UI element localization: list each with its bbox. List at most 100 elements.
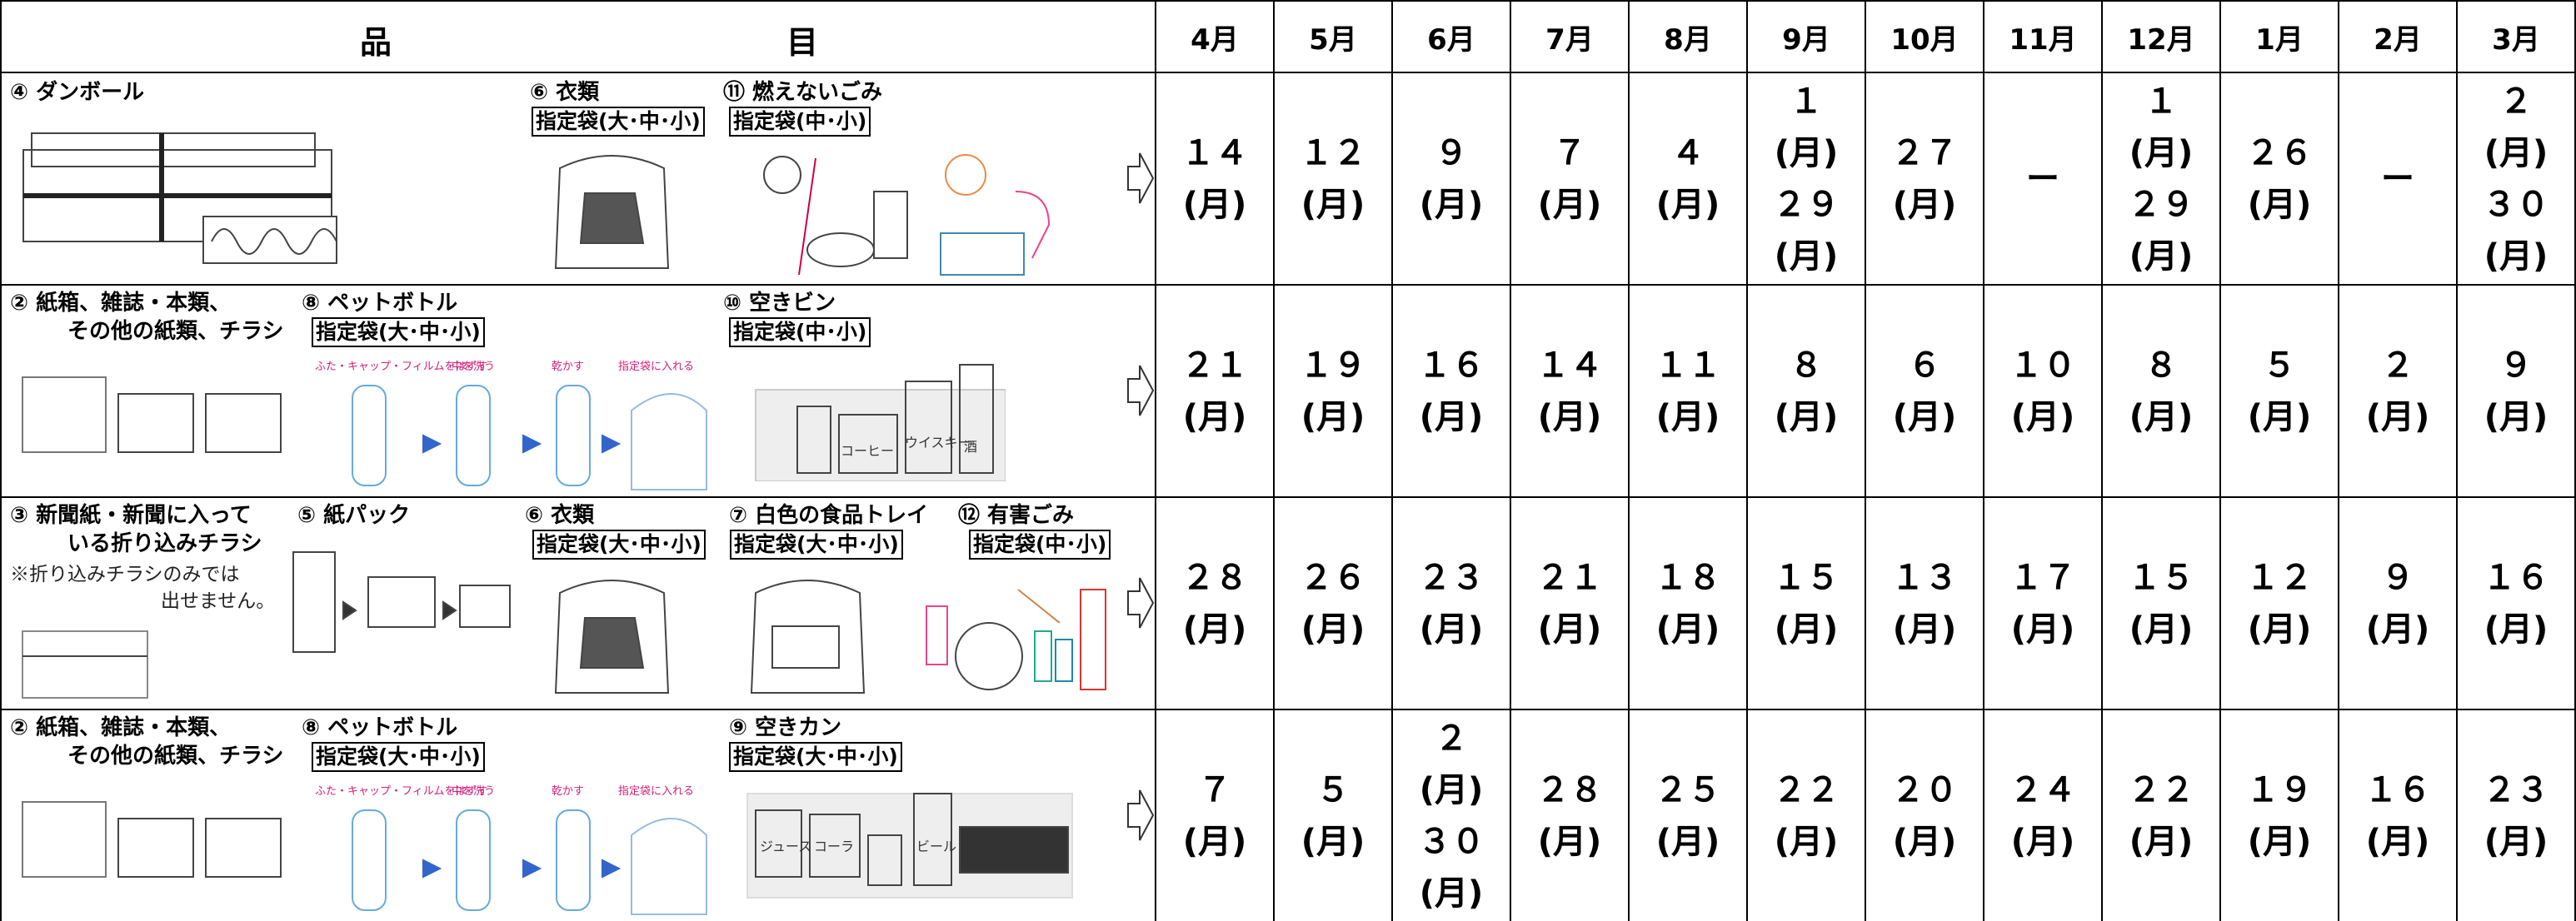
date-cell: １５ (月) xyxy=(2103,498,2219,709)
item-cell: ② 紙箱、雑誌・本類、 その他の紙類、チラシ ⑧ ペットボトル 指定袋(大･中･… xyxy=(2,710,1155,921)
arrow-shape xyxy=(1127,577,1155,629)
date-cell: １５ (月) xyxy=(1748,498,1865,709)
date-cell: ２ (月) xyxy=(2339,286,2456,496)
item-label: ② 紙箱、雑誌・本類、 xyxy=(10,291,232,316)
date-text: (月) xyxy=(1774,133,1839,172)
date-text: (月) xyxy=(1182,185,1247,224)
date-text: ５ xyxy=(2263,346,2296,385)
date-text: (月) xyxy=(1419,770,1484,809)
item-label: その他の紙類、チラシ xyxy=(67,744,284,769)
date-text: (月) xyxy=(2247,822,2312,861)
step-label: 中を洗う xyxy=(452,361,496,373)
item-label: その他の紙類、チラシ xyxy=(67,319,284,344)
bag-label: 指定袋(大･中･小) xyxy=(312,742,485,772)
item-label: ⑦ 白色の食品トレイ xyxy=(729,503,929,528)
step-label: 指定袋に入れる xyxy=(618,785,695,798)
date-cell: ー xyxy=(1984,73,2101,284)
date-cell: １６ (月) xyxy=(2458,498,2574,709)
date-text: ４ xyxy=(1671,133,1705,172)
header-text: 品 xyxy=(360,24,392,61)
date-text: １４ xyxy=(1181,133,1248,172)
bag-label: 指定袋(大･中･小) xyxy=(730,530,903,560)
date-text: １１ xyxy=(1655,346,1721,385)
date-text: １５ xyxy=(1773,558,1840,597)
date-cell: ９ (月) xyxy=(2458,286,2574,496)
date-text: (月) xyxy=(2365,822,2430,861)
date-text: (月) xyxy=(1892,822,1957,861)
item-label: ⑥ 衣類 xyxy=(530,80,600,105)
date-text: １６ xyxy=(1418,346,1485,385)
date-text: ー xyxy=(2026,159,2059,198)
date-text: (月) xyxy=(1300,185,1365,224)
date-text: (月) xyxy=(1182,397,1247,436)
bag-label: 指定袋(中･小) xyxy=(729,317,871,347)
date-cell: １０ (月) xyxy=(1984,286,2101,496)
date-text: ー xyxy=(2381,159,2414,198)
date-text: (月) xyxy=(2010,822,2075,861)
date-text: (月) xyxy=(1537,610,1602,649)
date-text: (月) xyxy=(2129,236,2194,276)
cardboard-image xyxy=(22,132,337,264)
item-label: ⑧ ペットボトル xyxy=(302,715,458,740)
date-cell: １ (月) ２９ (月) xyxy=(2103,73,2219,284)
date-cell: ー xyxy=(2339,73,2456,284)
arrow xyxy=(1127,152,1155,204)
date-text: ５ xyxy=(1316,770,1350,809)
date-text: (月) xyxy=(1774,397,1839,436)
hazardous-image xyxy=(926,589,1106,690)
image-text: コーラ xyxy=(814,839,855,854)
date-cell: ２ (月) ３０ (月) xyxy=(2458,73,2574,284)
date-text: ２６ xyxy=(2246,133,2313,172)
month-header: 11月 xyxy=(1984,2,2101,72)
date-text: ６ xyxy=(1908,346,1941,385)
date-cell: １７ (月) xyxy=(1984,498,2101,709)
date-text: (月) xyxy=(1655,822,1720,861)
date-cell: ４ (月) xyxy=(1630,73,1746,284)
date-cell: １ (月) ２９ (月) xyxy=(1748,73,1865,284)
bag-label: 指定袋(大･中･小) xyxy=(532,107,705,137)
item-header: 品 目 xyxy=(2,2,1155,72)
bag-image xyxy=(554,580,670,694)
month-header: 9月 xyxy=(1748,2,1865,72)
item-label: ⑤ 紙パック xyxy=(297,503,411,528)
date-text: (月) xyxy=(2365,610,2430,649)
date-text: (月) xyxy=(2010,397,2075,436)
date-cell: ２３ (月) xyxy=(1393,498,1510,709)
date-cell: ２７ (月) xyxy=(1866,73,1983,284)
date-text: １９ xyxy=(1300,346,1366,385)
date-cell: ２１ (月) xyxy=(1511,498,1628,709)
image-text: 酒 xyxy=(964,439,978,455)
step-label: 指定袋に入れる xyxy=(618,361,695,373)
date-text: (月) xyxy=(1419,610,1484,649)
date-cell: １２ (月) xyxy=(1275,73,1391,284)
date-text: (月) xyxy=(1182,822,1247,861)
noncombustible-image xyxy=(763,154,1051,276)
date-text: (月) xyxy=(1774,236,1839,276)
date-cell: ２２ (月) xyxy=(2103,710,2219,921)
date-text: ２８ xyxy=(1536,770,1603,809)
arrow xyxy=(1127,577,1155,629)
date-text: (月) xyxy=(2484,822,2549,861)
date-text: (月) xyxy=(2247,185,2312,224)
date-cell: ２２ (月) xyxy=(1748,710,1865,921)
date-cell: ２１ (月) xyxy=(1156,286,1273,496)
date-text: (月) xyxy=(2365,397,2430,436)
bag-label: 指定袋(大･中･小) xyxy=(312,317,485,347)
bag-label: 指定袋(中･小) xyxy=(969,530,1111,560)
arrow xyxy=(1127,365,1155,416)
date-cell: ２６ (月) xyxy=(1275,498,1391,709)
date-text: ２３ xyxy=(1418,558,1485,597)
date-text: １ xyxy=(2144,82,2178,121)
date-cell: １３ (月) xyxy=(1866,498,1983,709)
date-text: (月) xyxy=(1892,185,1957,224)
item-label: ② 紙箱、雑誌・本類、 xyxy=(10,715,232,740)
date-cell: ８ (月) xyxy=(1748,286,1865,496)
date-cell: １６ (月) xyxy=(2339,710,2456,921)
item-label: いる折り込みチラシ xyxy=(67,531,262,556)
date-cell: ５ (月) xyxy=(2221,286,2338,496)
date-cell: １９ (月) xyxy=(1275,286,1391,496)
date-text: ２５ xyxy=(1655,770,1721,809)
date-text: (月) xyxy=(1537,822,1602,861)
paper-pack-image xyxy=(292,551,511,653)
date-cell: ２５ (月) xyxy=(1630,710,1746,921)
